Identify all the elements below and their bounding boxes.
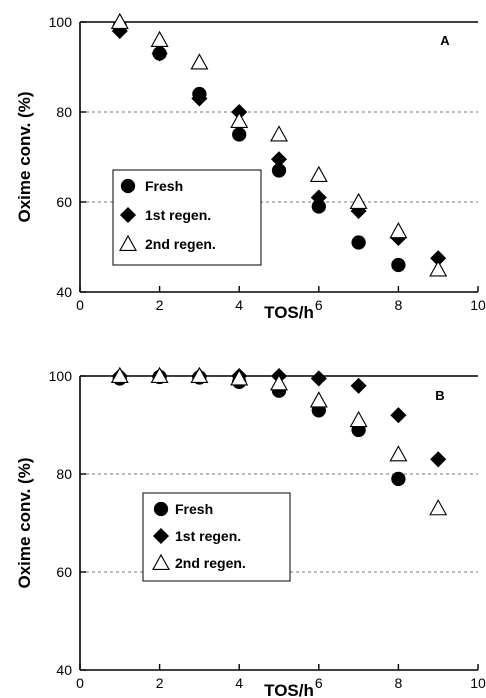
y-axis-title: Oxime conv. (%) (15, 92, 34, 223)
legend-marker-circle (120, 178, 136, 194)
data-point-triangle-open (190, 53, 209, 70)
data-point-diamond (151, 45, 168, 62)
data-point-diamond (390, 407, 407, 424)
legend-marker-diamond (152, 527, 170, 545)
data-point-triangle-open (349, 192, 368, 209)
x-tick-label: 6 (315, 297, 323, 313)
data-point-triangle-open (110, 12, 129, 29)
data-point-diamond (270, 151, 288, 168)
legend-label: 2nd regen. (145, 236, 216, 252)
x-axis-title: TOS/h (264, 303, 314, 322)
panel-label: A (440, 33, 450, 48)
data-point-triangle-open (230, 369, 249, 386)
data-point-circle (271, 163, 287, 178)
x-tick-label: 8 (395, 675, 403, 691)
y-tick-label: 80 (56, 466, 72, 482)
y-tick-label: 100 (49, 368, 73, 384)
chart-panel-a: 40 60 80 100 0 2 4 6 8 10 TOS/h Oxime conv. (%) A Fre… (15, 12, 486, 322)
legend-label: 1st regen. (145, 207, 211, 223)
legend-marker-circle (153, 501, 169, 517)
y-tick-label: 80 (56, 104, 72, 120)
data-point-diamond (430, 451, 447, 468)
data-point-diamond (191, 90, 208, 107)
legend-label: Fresh (145, 178, 183, 194)
data-point-triangle-open (349, 410, 368, 428)
data-point-diamond (310, 189, 327, 206)
data-point-triangle-open (150, 366, 169, 383)
legend-marker-triangle-open (119, 234, 137, 251)
data-point-circle (391, 471, 406, 487)
y-tick-label: 100 (49, 14, 73, 30)
data-point-triangle-open (270, 374, 288, 391)
data-point-triangle-open (389, 445, 408, 462)
data-point-triangle-open (309, 391, 328, 408)
data-point-circle (351, 235, 366, 250)
data-point-triangle-open (270, 125, 288, 142)
data-point-diamond (430, 250, 447, 267)
x-tick-label: 2 (156, 675, 164, 691)
legend-label: Fresh (175, 501, 213, 517)
x-tick-label: 10 (470, 297, 486, 313)
x-tick-label: 4 (235, 675, 243, 691)
panel-label: B (435, 388, 444, 403)
legend-marker-diamond (119, 206, 137, 224)
data-point-triangle-open (190, 366, 209, 383)
legend-label: 1st regen. (175, 528, 241, 544)
y-tick-label: 60 (56, 194, 72, 210)
legend-box (112, 169, 262, 266)
x-axis-title: TOS/h (264, 681, 314, 698)
chart-panel-b: 40 60 80 100 0 2 4 6 8 10 TOS/h Oxime conv. (%) B Fre… (15, 366, 486, 698)
y-tick-label: 60 (56, 564, 72, 580)
legend-marker-triangle-open (152, 553, 170, 570)
x-tick-label: 0 (76, 297, 84, 313)
legend: Fresh 1st regen. 2nd regen. (142, 492, 291, 582)
legend-label: 2nd regen. (175, 555, 246, 571)
data-point-triangle-open (110, 366, 129, 383)
y-tick-label: 40 (56, 284, 72, 300)
x-tick-label: 4 (235, 297, 243, 313)
data-point-circle (232, 127, 247, 142)
x-tick-label: 8 (395, 297, 403, 313)
data-point-triangle-open (389, 222, 408, 239)
data-point-triangle-open (230, 111, 249, 128)
data-point-triangle-open (309, 165, 328, 182)
data-point-diamond (350, 377, 367, 394)
data-point-triangle-open (429, 260, 448, 277)
x-tick-label: 6 (315, 675, 323, 691)
data-point-circle (311, 199, 326, 214)
data-point-diamond (310, 370, 327, 387)
data-point-circle (391, 257, 406, 273)
x-tick-label: 0 (76, 675, 84, 691)
data-point-triangle-open (429, 499, 448, 516)
data-point-triangle-open (150, 30, 169, 47)
x-tick-label: 2 (156, 297, 164, 313)
legend: Fresh 1st regen. 2nd regen. (112, 169, 262, 266)
x-tick-label: 10 (470, 675, 486, 691)
y-axis-title: Oxime conv. (%) (15, 458, 34, 589)
y-tick-label: 40 (56, 662, 72, 678)
